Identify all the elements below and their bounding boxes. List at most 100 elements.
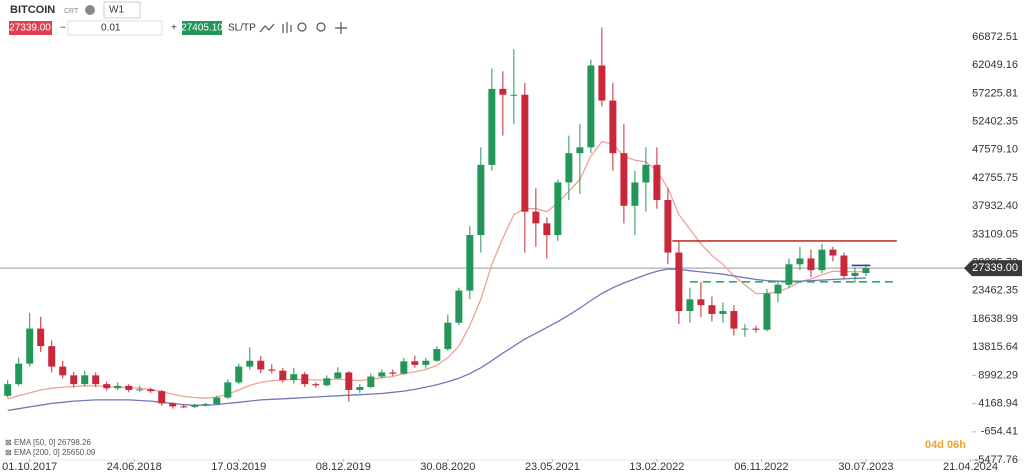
candle-body: [169, 403, 177, 407]
x-tick-label: 24.06.2018: [107, 461, 162, 473]
candle-body: [26, 328, 34, 364]
candle-body: [818, 249, 826, 271]
countdown: 04d 06h: [925, 439, 966, 451]
candle-body: [829, 249, 837, 256]
crosshair-icon[interactable]: [335, 22, 347, 34]
candle-body: [543, 223, 551, 236]
volume: 0.01: [101, 23, 121, 34]
candle-body: [70, 375, 78, 385]
candle-body: [59, 366, 67, 376]
candle-body: [477, 164, 485, 236]
candle-body: [444, 322, 452, 350]
sl-tp[interactable]: SL/TP: [228, 23, 256, 34]
candle-body: [290, 374, 298, 381]
candle-body: [433, 349, 441, 361]
candle-body: [158, 391, 166, 404]
candle-body: [48, 346, 56, 367]
candle-body: [466, 235, 474, 291]
candle-body: [510, 94, 518, 96]
candle-body: [697, 299, 705, 306]
candle-body: [411, 361, 419, 365]
y-tick-label: 23462.35: [972, 285, 1018, 297]
candle-body: [323, 378, 331, 386]
x-tick-label: 23.05.2021: [525, 461, 580, 473]
y-tick-label: 13815.64: [972, 341, 1018, 353]
candle-body: [796, 258, 804, 265]
chart-type-icon[interactable]: [259, 23, 275, 33]
y-tick-label: 52402.35: [972, 116, 1018, 128]
timeframe: W1: [109, 5, 124, 16]
minus[interactable]: −: [60, 23, 66, 34]
y-tick-label: 37932.40: [972, 200, 1018, 212]
candle-body: [598, 65, 606, 101]
candle-body: [4, 384, 12, 396]
y-tick-label: 57225.81: [972, 87, 1018, 99]
y-tick-label: 4168.94: [978, 398, 1018, 410]
candle-body: [125, 385, 133, 390]
candle-body: [246, 360, 254, 367]
timeframe-select[interactable]: [103, 1, 141, 19]
candle-body: [664, 199, 672, 253]
candle-body: [840, 255, 848, 276]
y-tick-label: -5477.76: [975, 454, 1018, 466]
candle-body: [180, 406, 188, 408]
x-tick-label: 17.03.2019: [211, 461, 266, 473]
buy-price: 27405.10: [181, 23, 223, 34]
price-tag-label: 27339.00: [972, 262, 1018, 274]
candle-body: [763, 293, 771, 330]
candle-body: [224, 382, 232, 398]
candle-body: [708, 305, 716, 314]
candle-body: [356, 387, 364, 390]
candle-body: [741, 328, 749, 330]
candle-body: [367, 376, 375, 388]
candle-body: [587, 65, 595, 148]
sell-button[interactable]: [9, 21, 52, 35]
zoom-in-icon[interactable]: [316, 22, 326, 32]
volume-input[interactable]: [67, 20, 163, 36]
candle-body: [257, 360, 265, 370]
plus[interactable]: +: [171, 23, 177, 34]
candle-body: [642, 164, 650, 183]
candle-body: [400, 361, 408, 374]
candle-body: [576, 147, 584, 154]
y-tick-label: 42755.75: [972, 172, 1018, 184]
candle-body: [235, 366, 243, 383]
candle-body: [851, 273, 859, 276]
ema-line: [7, 268, 867, 412]
candle-body: [730, 311, 738, 329]
candle-body: [653, 164, 661, 200]
buy-button[interactable]: [182, 21, 222, 35]
candle-body: [862, 268, 870, 274]
candle-body: [609, 100, 617, 154]
candle-body: [114, 385, 122, 389]
x-tick-label: 01.10.2017: [2, 461, 57, 473]
candle-body: [422, 360, 430, 365]
candle-body: [334, 372, 342, 379]
candle-body: [136, 389, 144, 391]
y-tick-label: 62049.16: [972, 59, 1018, 71]
toolbar-icons: [259, 22, 347, 34]
x-tick-label: 13.02.2022: [629, 461, 684, 473]
legend-name: EMA [200, 0]: [14, 448, 60, 457]
candle-body: [268, 369, 276, 371]
symbol[interactable]: BITCOIN: [10, 4, 55, 16]
candle-body: [686, 299, 694, 312]
indicators-icon[interactable]: [282, 22, 292, 33]
candle-body: [488, 88, 496, 165]
candle-body: [785, 264, 793, 285]
x-tick-label: 30.08.2020: [420, 461, 475, 473]
price-tag: [964, 260, 1022, 277]
candle-body: [81, 375, 89, 385]
candle-body: [103, 384, 111, 389]
candle-body: [719, 311, 727, 314]
x-tick-label: 21.04.2024: [943, 461, 998, 473]
info-icon[interactable]: [85, 5, 95, 15]
zoom-out-icon[interactable]: [297, 22, 307, 32]
candle-body: [378, 372, 386, 377]
candle-body: [345, 372, 353, 390]
candle-body: [15, 363, 23, 385]
candle-body: [389, 372, 397, 374]
x-tick-label: 30.07.2023: [838, 461, 893, 473]
candle-body: [147, 389, 155, 392]
